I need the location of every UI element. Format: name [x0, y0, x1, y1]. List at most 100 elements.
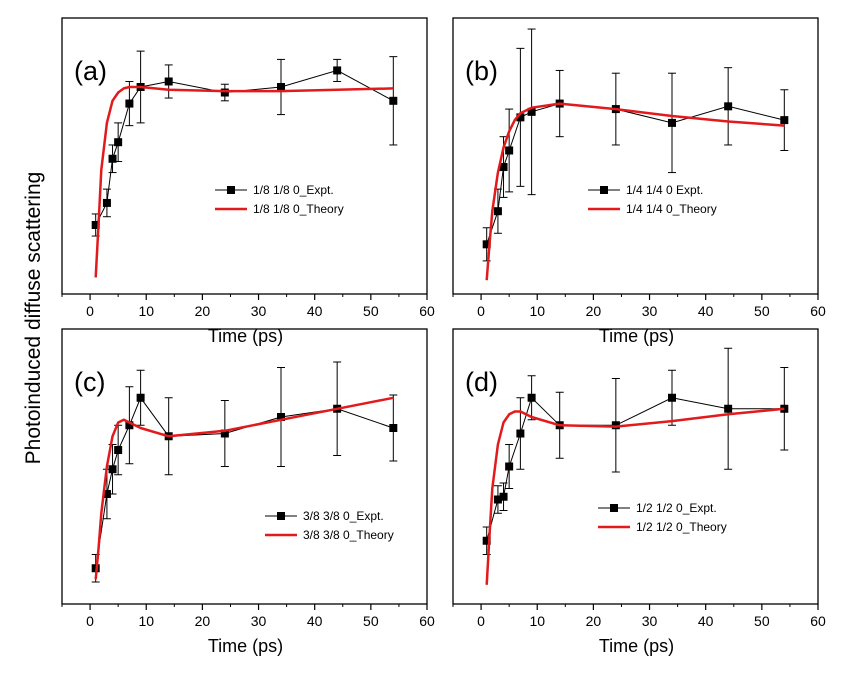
x-tick-label: 10 [529, 613, 545, 629]
theory-line [485, 102, 785, 281]
panel-label: (c) [74, 367, 105, 397]
series-theory [94, 85, 394, 278]
data-point [505, 146, 514, 155]
data-point [389, 96, 398, 105]
x-tick-label: 40 [698, 303, 714, 319]
panel-c: 0 10 20 30 40 50 60 Time (ps) (c) 3/8 3/8 0_Expt.… [61, 328, 435, 656]
data-point [125, 99, 134, 108]
legend: 1/4 1/4 0 Expt. 1/4 1/4 0_Theory [588, 183, 717, 216]
x-tick-label: 50 [754, 613, 770, 629]
data-point [516, 429, 525, 438]
series-theory [485, 407, 785, 585]
data-point [611, 421, 620, 430]
x-tick-label: 20 [195, 303, 211, 319]
x-tick-label: 50 [754, 303, 770, 319]
legend-entry: 3/8 3/8 0_Expt. [303, 509, 384, 523]
panel-label: (a) [74, 56, 107, 86]
legend-marker [277, 512, 285, 520]
x-tick-label: 40 [307, 303, 323, 319]
data-point [780, 116, 789, 125]
x-tick-label: 30 [251, 303, 267, 319]
series-expt [91, 361, 398, 583]
data-point [164, 77, 173, 86]
legend-entry: 1/8 1/8 0_Expt. [253, 183, 334, 197]
data-point [136, 393, 145, 402]
data-point [482, 536, 491, 545]
data-point [125, 421, 134, 430]
data-point [724, 102, 733, 111]
data-point [724, 404, 733, 413]
x-tick-label: 20 [586, 303, 602, 319]
x-tick-label: 60 [810, 303, 826, 319]
x-tick-label: 10 [529, 303, 545, 319]
data-point [333, 66, 342, 75]
x-axis-label: Time (ps) [599, 326, 674, 346]
legend: 1/8 1/8 0_Expt. 1/8 1/8 0_Theory [215, 183, 344, 216]
data-point [114, 138, 123, 147]
data-point [493, 495, 502, 504]
panel-d: 0 10 20 30 40 50 60 Time (ps) (d) 1/2 1/2 0_Expt.… [452, 328, 826, 656]
data-point [108, 465, 117, 474]
x-tick-label: 0 [86, 613, 94, 629]
x-tick-label: 20 [195, 613, 211, 629]
data-point [277, 413, 285, 421]
x-axis-label: Time (ps) [208, 636, 283, 656]
panel-a: 0 10 20 30 40 50 60 Time (ps) (a) 1/8 1/8 0_Expt.… [61, 17, 435, 346]
data-point [668, 118, 676, 127]
data-point [482, 240, 491, 249]
data-point [527, 107, 536, 116]
data-point [389, 424, 398, 432]
legend-entry: 1/2 1/2 0_Theory [636, 520, 727, 534]
legend-entry: 1/4 1/4 0_Theory [626, 202, 717, 216]
data-point [516, 113, 525, 122]
legend-entry: 3/8 3/8 0_Theory [303, 528, 394, 542]
data-point [499, 492, 508, 501]
data-point [220, 429, 229, 438]
data-point [668, 393, 676, 402]
legend-entry: 1/8 1/8 0_Theory [253, 202, 344, 216]
series-expt [482, 347, 789, 555]
x-tick-label: 40 [307, 613, 323, 629]
legend-entry: 1/4 1/4 0 Expt. [626, 183, 703, 197]
x-tick-label: 60 [419, 303, 435, 319]
legend-marker [227, 186, 235, 194]
data-point [499, 163, 508, 172]
legend: 1/2 1/2 0_Expt. 1/2 1/2 0_Theory [598, 501, 727, 534]
legend: 3/8 3/8 0_Expt. 3/8 3/8 0_Theory [265, 509, 394, 542]
x-axis-label: Time (ps) [599, 636, 674, 656]
panel-label: (b) [465, 56, 498, 86]
legend-marker [610, 504, 618, 512]
data-point [505, 462, 514, 471]
x-tick-label: 50 [363, 613, 379, 629]
data-point [493, 207, 502, 216]
plot-frame [452, 328, 819, 605]
theory-line [485, 407, 785, 585]
data-point [527, 393, 536, 402]
series-theory [94, 396, 394, 580]
y-axis-label: Photoinduced diffuse scattering [22, 172, 45, 465]
data-point [102, 198, 111, 207]
theory-line [94, 396, 394, 580]
x-axis-label: Time (ps) [208, 326, 283, 346]
plot-frame [61, 17, 428, 295]
data-point [277, 83, 285, 91]
x-tick-label: 10 [138, 303, 154, 319]
x-tick-label: 0 [477, 303, 485, 319]
x-tick-label: 50 [363, 303, 379, 319]
plot-frame [61, 328, 428, 605]
x-tick-label: 30 [642, 613, 658, 629]
series-expt [482, 28, 789, 262]
series-theory [485, 102, 785, 281]
data-point [780, 404, 789, 413]
x-tick-label: 30 [251, 613, 267, 629]
data-point [108, 154, 117, 163]
legend-marker [600, 186, 608, 194]
data-point [102, 490, 111, 498]
x-tick-label: 60 [419, 613, 435, 629]
x-tick-label: 0 [477, 613, 485, 629]
data-point [91, 221, 100, 229]
data-point [114, 446, 123, 454]
theory-line [94, 85, 394, 278]
x-tick-label: 30 [642, 303, 658, 319]
